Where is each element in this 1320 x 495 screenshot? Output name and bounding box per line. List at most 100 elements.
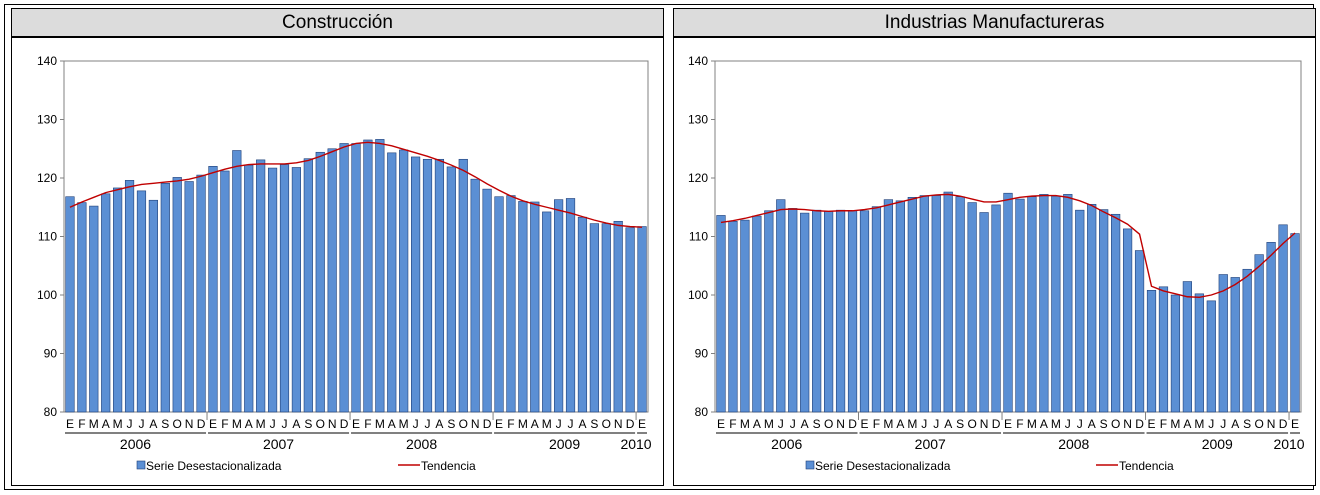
bar <box>1290 233 1300 413</box>
year-label: 2006 <box>771 436 802 452</box>
bar <box>1218 274 1228 413</box>
bar <box>1242 268 1252 413</box>
y-tick-label: 100 <box>688 288 708 302</box>
bar <box>1158 286 1169 413</box>
bar <box>1075 209 1085 413</box>
bar <box>434 158 445 413</box>
month-label: J <box>921 417 927 431</box>
month-label: E <box>717 417 725 431</box>
bar <box>291 167 301 413</box>
bar <box>931 195 941 413</box>
bar <box>1134 250 1145 413</box>
month-label: N <box>836 417 845 431</box>
bar <box>1206 300 1216 413</box>
month-label: S <box>1243 417 1251 431</box>
month-label: A <box>1088 417 1096 431</box>
bar <box>613 220 623 413</box>
bar <box>327 148 337 413</box>
bar <box>1015 198 1025 413</box>
bar <box>470 178 480 413</box>
month-label: F <box>1160 417 1167 431</box>
bar <box>1122 228 1133 413</box>
month-label: A <box>102 417 110 431</box>
legend-line-label: Tendencia <box>421 459 476 473</box>
month-label: A <box>1183 417 1191 431</box>
bar <box>565 198 576 413</box>
month-label: N <box>1267 417 1276 431</box>
month-label: M <box>232 417 242 431</box>
month-label: O <box>602 417 611 431</box>
bar <box>196 174 206 413</box>
month-label: M <box>907 417 917 431</box>
bar <box>220 170 230 413</box>
bar <box>943 191 953 413</box>
month-label: A <box>896 417 904 431</box>
bar <box>554 199 564 413</box>
bar <box>458 158 468 413</box>
bar <box>399 149 409 413</box>
bar <box>256 159 266 413</box>
y-tick-label: 90 <box>695 347 709 361</box>
bar <box>740 219 750 413</box>
y-tick-label: 90 <box>44 347 58 361</box>
month-label: S <box>956 417 964 431</box>
bar <box>955 196 965 413</box>
month-label: A <box>1231 417 1239 431</box>
y-tick-label: 80 <box>695 405 709 419</box>
month-label: F <box>507 417 514 431</box>
trend-line <box>720 193 1296 299</box>
month-label: O <box>824 417 833 431</box>
month-label: A <box>531 417 539 431</box>
month-label: M <box>764 417 774 431</box>
month-label: M <box>740 417 750 431</box>
bar <box>1194 293 1204 413</box>
month-label: N <box>328 417 337 431</box>
month-label: F <box>873 417 880 431</box>
bar <box>101 193 111 413</box>
month-label: D <box>992 417 1001 431</box>
bar <box>1182 281 1192 413</box>
bar <box>859 210 870 413</box>
bar <box>776 199 786 413</box>
y-tick-label: 120 <box>688 171 708 185</box>
month-label: J <box>413 417 419 431</box>
bar <box>315 151 325 413</box>
bar <box>883 199 894 413</box>
bar <box>1027 196 1037 413</box>
bar <box>1063 194 1073 413</box>
month-label: O <box>1111 417 1120 431</box>
bar <box>232 150 242 413</box>
legend-bar-swatch <box>805 460 815 470</box>
bar <box>967 202 977 413</box>
bar <box>1087 204 1097 413</box>
month-label: N <box>471 417 480 431</box>
bar <box>77 202 87 413</box>
bar <box>1051 195 1061 413</box>
year-label: 2010 <box>620 436 651 452</box>
month-label: J <box>270 417 276 431</box>
bar <box>422 158 433 413</box>
bar <box>208 166 218 413</box>
month-label: O <box>1254 417 1263 431</box>
y-tick-label: 110 <box>38 230 57 244</box>
bar <box>172 177 182 413</box>
month-label: O <box>173 417 182 431</box>
month-label: F <box>78 417 85 431</box>
month-label: D <box>1279 417 1288 431</box>
month-label: M <box>1051 417 1061 431</box>
bar <box>411 156 421 413</box>
chart-panel-industrias: 80 90 100 110 120 130 140 E F M A M J J A S O N D E F M A M J J A S… <box>673 37 1316 486</box>
month-label: J <box>1208 417 1214 431</box>
bar <box>835 209 846 413</box>
month-label: J <box>790 417 796 431</box>
month-label: E <box>209 417 217 431</box>
y-tick-label: 80 <box>44 405 58 419</box>
month-label: D <box>848 417 857 431</box>
month-label: F <box>221 417 228 431</box>
month-label: J <box>1220 417 1226 431</box>
bar <box>351 143 361 413</box>
bar <box>339 143 349 413</box>
month-label: D <box>483 417 492 431</box>
year-label: 2008 <box>1058 436 1089 452</box>
bar <box>752 215 762 413</box>
